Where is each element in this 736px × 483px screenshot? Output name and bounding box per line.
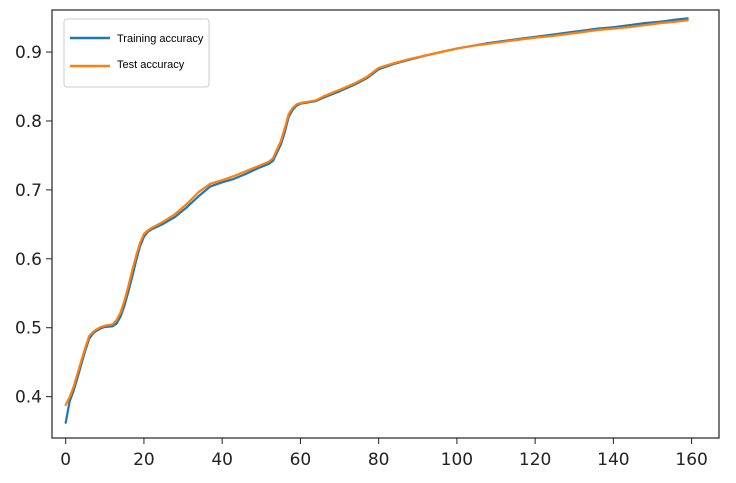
x-tick-label: 100 xyxy=(441,450,473,470)
x-tick-label: 80 xyxy=(368,450,390,470)
y-tick-label: 0.6 xyxy=(15,250,42,270)
x-tick-label: 160 xyxy=(675,450,707,470)
legend-label-test-accuracy: Test accuracy xyxy=(117,59,185,71)
y-tick-label: 0.7 xyxy=(15,181,42,201)
legend: Training accuracy Test accuracy xyxy=(63,18,210,88)
x-axis: 0 20 40 60 80 100 120 140 160 xyxy=(60,438,708,470)
x-tick-label: 20 xyxy=(133,450,155,470)
y-tick-label: 0.5 xyxy=(15,319,42,339)
x-tick-label: 120 xyxy=(519,450,551,470)
series-layer xyxy=(64,17,689,424)
x-tick-label: 140 xyxy=(597,450,629,470)
legend-box xyxy=(63,18,210,88)
y-axis: 0.4 0.5 0.6 0.7 0.8 0.9 xyxy=(15,43,52,408)
legend-label-training-accuracy: Training accuracy xyxy=(117,33,204,45)
test-accuracy-line xyxy=(64,19,689,406)
x-tick-label: 0 xyxy=(60,450,71,470)
y-tick-label: 0.8 xyxy=(15,112,42,132)
x-tick-label: 60 xyxy=(290,450,312,470)
x-tick-label: 40 xyxy=(211,450,233,470)
y-tick-label: 0.4 xyxy=(15,388,42,408)
y-tick-label: 0.9 xyxy=(15,43,42,63)
